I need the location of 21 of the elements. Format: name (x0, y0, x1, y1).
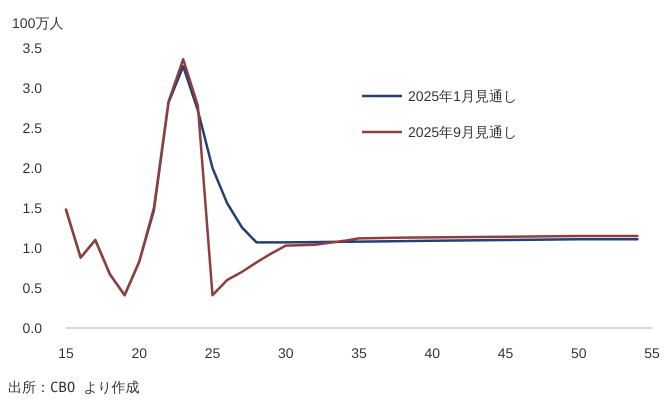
x-tick-label: 35 (351, 345, 367, 361)
y-tick-label: 0.0 (22, 320, 42, 336)
y-tick-label: 0.5 (22, 280, 42, 296)
y-axis-title: 100万人 (12, 15, 64, 31)
y-tick-label: 1.5 (22, 200, 42, 216)
x-tick-label: 40 (424, 345, 440, 361)
y-tick-label: 3.0 (22, 80, 42, 96)
x-tick-label: 50 (570, 345, 587, 361)
y-tick-label: 2.0 (22, 160, 42, 176)
x-tick-label: 20 (131, 345, 148, 361)
x-tick-label: 55 (644, 345, 660, 361)
y-tick-label: 1.0 (22, 240, 42, 256)
legend-label: 2025年9月見通し (408, 124, 517, 140)
x-tick-label: 15 (58, 345, 74, 361)
y-tick-label: 2.5 (22, 120, 42, 136)
x-tick-label: 25 (204, 345, 220, 361)
legend-label: 2025年1月見通し (408, 88, 517, 104)
y-tick-label: 3.5 (22, 40, 42, 56)
x-tick-label: 45 (498, 345, 514, 361)
text: 出所：CBO より作成 (8, 380, 140, 396)
x-tick-label: 30 (278, 345, 294, 361)
